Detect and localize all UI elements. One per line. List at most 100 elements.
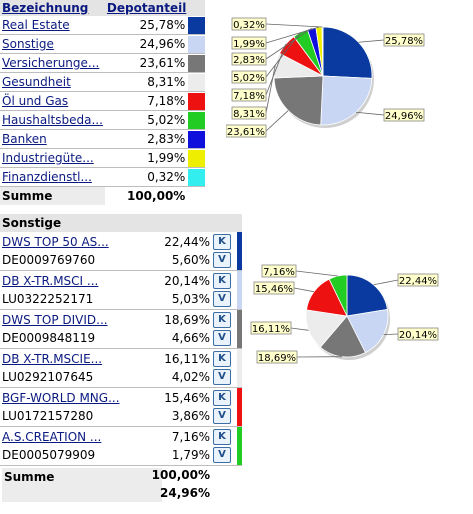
fund-percent-of-group: 18,69% xyxy=(164,313,210,327)
sector-percent: 5,02% xyxy=(104,110,189,130)
section-title: Sonstige xyxy=(0,214,242,232)
buy-button[interactable]: K xyxy=(213,234,231,250)
buy-button[interactable]: K xyxy=(213,390,231,406)
sector-allocation-table: Bezeichnung Depotanteil Real Estate 25,78… xyxy=(0,0,206,205)
fund-percent-of-depot: 1,79% xyxy=(171,448,210,462)
color-swatch-cell xyxy=(188,72,206,92)
summary-value-share: 24,96% xyxy=(160,486,210,500)
fund-name-link[interactable]: A.S.CREATION ... xyxy=(2,430,102,444)
pie-label-box xyxy=(226,124,267,138)
summary-row: Summe 100,00% xyxy=(0,186,206,205)
table-row: DB X-TR.MSCIE... LU0292107645 16,11% 4,02% K… xyxy=(0,349,242,388)
pie-label-leader xyxy=(383,333,399,336)
sell-button[interactable]: V xyxy=(213,447,231,463)
fund-isin: DE0009769760 xyxy=(2,253,96,267)
color-bar xyxy=(237,271,242,309)
sell-button[interactable]: V xyxy=(213,291,231,307)
pie-slice xyxy=(320,75,373,126)
sector-name-cell[interactable]: Banken xyxy=(0,129,105,149)
pie-label-leader xyxy=(265,65,276,114)
buy-button[interactable]: K xyxy=(213,429,231,445)
fund-percent-of-depot: 4,66% xyxy=(171,331,210,345)
pie-label-box xyxy=(231,70,267,84)
pie-slice xyxy=(328,274,348,317)
pie-label-box xyxy=(256,350,298,364)
buy-button[interactable]: K xyxy=(213,351,231,367)
pie-label: 5,02% xyxy=(233,73,265,84)
color-bar xyxy=(237,232,242,270)
pie-label-leader xyxy=(358,39,385,43)
sector-link[interactable]: Industriegüte... xyxy=(2,151,94,165)
fund-name-link[interactable]: DWS TOP 50 AS... xyxy=(2,235,109,249)
sector-name-cell[interactable]: Sonstige xyxy=(0,34,105,54)
sector-percent: 7,18% xyxy=(104,91,189,111)
sector-link[interactable]: Versicherunge... xyxy=(2,56,100,70)
column-header-bezeichnung[interactable]: Bezeichnung xyxy=(0,0,105,16)
fund-name-link[interactable]: DWS TOP DIVID... xyxy=(2,313,108,327)
pie-label-leader xyxy=(373,279,399,286)
fund-percent-of-group: 15,46% xyxy=(164,391,210,405)
table-row: A.S.CREATION ... DE0005079909 7,16% 1,79% K V xyxy=(0,427,242,466)
pie-label: 18,69% xyxy=(258,353,296,364)
pie-label: 0,32% xyxy=(233,20,265,31)
pie-label-box xyxy=(383,108,425,122)
table-row: Sonstige 24,96% xyxy=(0,34,206,54)
sector-link[interactable]: Sonstige xyxy=(2,37,54,51)
table-row: Haushaltsbeda... 5,02% xyxy=(0,110,206,130)
sector-name-cell[interactable]: Industriegüte... xyxy=(0,148,105,168)
color-swatch-cell xyxy=(188,110,206,130)
color-swatch-cell xyxy=(188,34,206,54)
fund-isin: LU0292107645 xyxy=(2,370,94,384)
sector-link[interactable]: Real Estate xyxy=(2,18,70,32)
sector-link[interactable]: Gesundheit xyxy=(2,75,71,89)
pie-label-leader xyxy=(265,110,289,132)
sector-link[interactable]: Finanzdienstl... xyxy=(2,170,92,184)
fund-percent-of-group: 20,14% xyxy=(164,274,210,288)
fund-percent-of-depot: 4,02% xyxy=(171,370,210,384)
color-swatch xyxy=(188,111,206,129)
sell-button[interactable]: V xyxy=(213,330,231,346)
sector-name-cell[interactable]: Finanzdienstl... xyxy=(0,167,105,187)
sell-button[interactable]: V xyxy=(213,408,231,424)
sector-link[interactable]: Banken xyxy=(2,132,47,146)
sector-name-cell[interactable]: Gesundheit xyxy=(0,72,105,92)
pie-label-box xyxy=(231,52,267,66)
pie-label-box xyxy=(250,321,292,335)
table-row: Versicherunge... 23,61% xyxy=(0,53,206,73)
sector-link[interactable]: Haushaltsbeda... xyxy=(2,113,103,127)
sell-button[interactable]: V xyxy=(213,369,231,385)
fund-name-link[interactable]: DB X-TR.MSCIE... xyxy=(2,352,103,366)
color-swatch-cell xyxy=(188,53,206,73)
buy-button[interactable]: K xyxy=(213,273,231,289)
table-row: Gesundheit 8,31% xyxy=(0,72,206,92)
fund-name-link[interactable]: BGF-WORLD MNG... xyxy=(2,391,120,405)
buy-button[interactable]: K xyxy=(213,312,231,328)
sell-button[interactable]: V xyxy=(213,252,231,268)
pie-label: 15,46% xyxy=(255,284,293,295)
table-row: Real Estate 25,78% xyxy=(0,16,206,35)
fund-isin: DE0009848119 xyxy=(2,331,96,345)
sector-name-cell[interactable]: Real Estate xyxy=(0,16,105,35)
sector-percent: 1,99% xyxy=(104,148,189,168)
pie-slice xyxy=(322,26,373,79)
table-row: DB X-TR.MSCI ... LU0322252171 20,14% 5,03% K… xyxy=(0,271,242,310)
color-swatch xyxy=(188,73,206,91)
sector-name-cell[interactable]: Versicherunge... xyxy=(0,53,105,73)
fund-name-link[interactable]: DB X-TR.MSCI ... xyxy=(2,274,99,288)
column-header-depotanteil[interactable]: Depotanteil xyxy=(104,0,189,16)
sector-name-cell[interactable]: Haushaltsbeda... xyxy=(0,110,105,130)
fund-percent-of-group: 16,11% xyxy=(164,352,210,366)
pie-label: 22,44% xyxy=(399,276,437,287)
pie-slice xyxy=(273,75,324,126)
sector-link[interactable]: Öl und Gas xyxy=(2,94,69,108)
pie-label: 24,96% xyxy=(385,111,423,122)
pie-label: 7,16% xyxy=(263,267,295,278)
pie-label: 25,78% xyxy=(385,36,423,47)
pie-label: 16,11% xyxy=(252,324,290,335)
fund-percent-of-depot: 3,86% xyxy=(171,409,210,423)
pie-label: 7,18% xyxy=(233,91,265,102)
pie-slice xyxy=(319,315,366,358)
table-row: Industriegüte... 1,99% xyxy=(0,148,206,168)
sector-name-cell[interactable]: Öl und Gas xyxy=(0,91,105,111)
pie-label: 23,61% xyxy=(227,127,265,138)
